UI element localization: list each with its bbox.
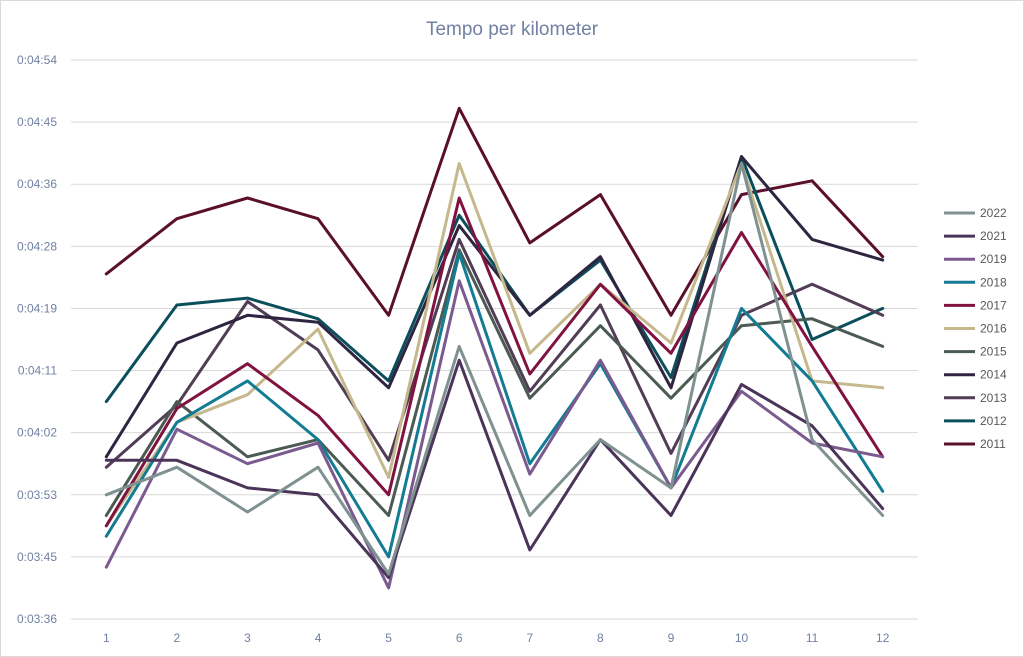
legend-label-2019: 2019 (980, 252, 1007, 266)
x-tick-label: 5 (385, 631, 392, 645)
legend-label-2018: 2018 (980, 275, 1007, 289)
series-line-2016 (104, 162, 885, 528)
y-axis-ticks: 0:03:36 0:03:45 0:03:53 0:04:02 0:04:11 0:04:… (17, 53, 57, 626)
x-axis-ticks: 1 2 3 4 5 6 7 8 9 10 11 12 (103, 631, 890, 645)
chart-title: Tempo per kilometer (426, 19, 599, 40)
series-line-2018 (104, 251, 885, 559)
legend-label-2022: 2022 (980, 206, 1007, 220)
legend-label-2016: 2016 (980, 322, 1007, 336)
x-tick-label: 6 (456, 631, 463, 645)
x-tick-label: 7 (526, 631, 533, 645)
legend-label-2014: 2014 (980, 368, 1007, 382)
y-tick-label: 0:04:54 (17, 53, 57, 67)
legend-label-2013: 2013 (980, 391, 1007, 405)
y-tick-label: 0:04:36 (17, 177, 57, 191)
x-tick-label: 3 (244, 631, 251, 645)
y-tick-label: 0:03:45 (17, 550, 57, 564)
gridlines (71, 59, 918, 620)
legend-label-2015: 2015 (980, 345, 1007, 359)
legend-label-2012: 2012 (980, 414, 1007, 428)
y-tick-label: 0:04:45 (17, 115, 57, 129)
legend-label-2021: 2021 (980, 229, 1007, 243)
legend: 2022 2021 2019 2018 2017 2016 2015 2014 2013 2012… (944, 206, 1007, 451)
series-line-2012 (104, 155, 885, 404)
y-tick-label: 0:03:53 (17, 488, 57, 502)
series-line-2021 (104, 358, 885, 580)
series-line-2015 (104, 248, 885, 517)
series-line-2022 (104, 162, 885, 576)
series-line-2014 (104, 155, 885, 459)
legend-label-2011: 2011 (980, 437, 1006, 451)
x-tick-label: 9 (668, 631, 675, 645)
series-lines (104, 106, 885, 590)
x-tick-label: 8 (597, 631, 604, 645)
x-tick-label: 11 (806, 631, 819, 645)
legend-label-2017: 2017 (980, 298, 1007, 312)
y-tick-label: 0:03:36 (17, 612, 57, 626)
y-tick-label: 0:04:02 (17, 426, 57, 440)
y-tick-label: 0:04:11 (18, 364, 57, 378)
series-line-2017 (104, 196, 885, 528)
y-tick-label: 0:04:19 (17, 301, 57, 315)
series-line-2011 (104, 106, 885, 317)
series-line-2019 (104, 279, 885, 590)
y-tick-label: 0:04:28 (17, 239, 57, 253)
x-tick-label: 10 (735, 631, 749, 645)
x-tick-label: 1 (103, 631, 110, 645)
x-tick-label: 4 (315, 631, 322, 645)
x-tick-label: 2 (174, 631, 181, 645)
x-tick-label: 12 (876, 631, 890, 645)
